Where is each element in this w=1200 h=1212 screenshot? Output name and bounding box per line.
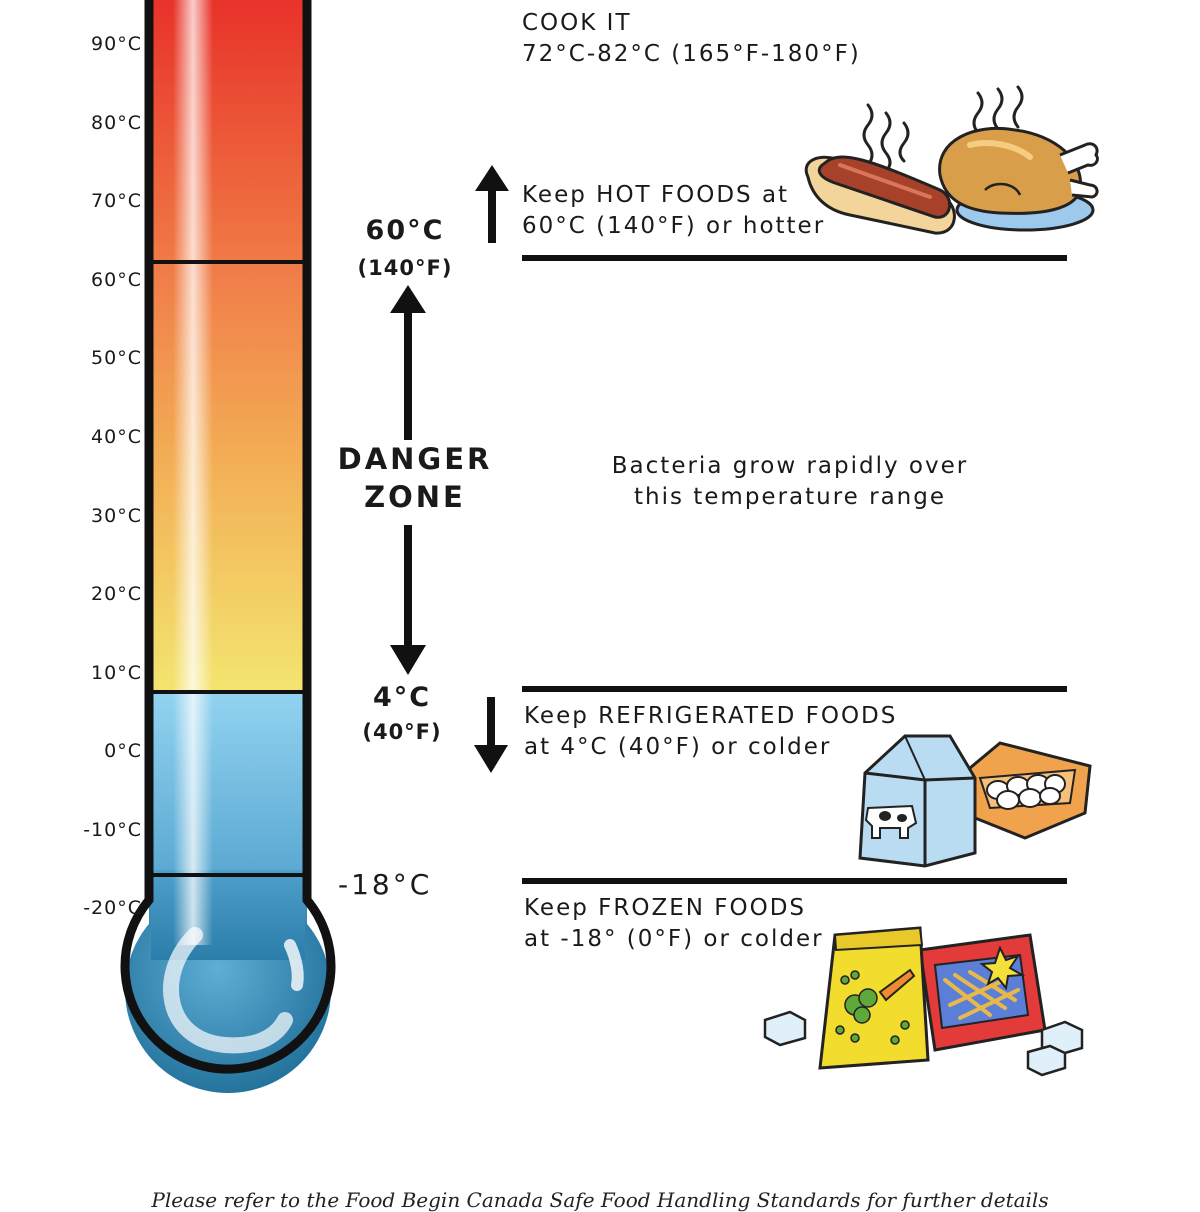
cold-section bbox=[149, 692, 307, 875]
fridge-divider bbox=[522, 686, 1067, 692]
refrigerated-line1: Keep REFRIGERATED FOODS bbox=[524, 703, 898, 729]
tick-label: 20°C bbox=[91, 583, 142, 605]
frozen-line2: at -18° (0°F) or colder bbox=[524, 926, 824, 952]
refrigerated-foods-label: Keep REFRIGERATED FOODS at 4°C (40°F) or… bbox=[524, 701, 897, 763]
roast-chicken-icon bbox=[938, 127, 1099, 232]
danger-zone-line2: ZONE bbox=[364, 480, 466, 514]
milk-carton-icon bbox=[858, 734, 977, 868]
hot-food-illustration bbox=[804, 85, 1099, 235]
tick-label: 10°C bbox=[91, 662, 142, 684]
cook-it-title: COOK IT bbox=[522, 10, 632, 36]
tick-label: 90°C bbox=[91, 33, 142, 55]
frozen-food-illustration bbox=[763, 926, 1084, 1077]
hot-foods-line1: Keep HOT FOODS at bbox=[522, 182, 790, 208]
cook-it-label: COOK IT 72°C-82°C (165°F-180°F) bbox=[522, 8, 861, 70]
tick-label: 30°C bbox=[91, 505, 142, 527]
footer-note: Please refer to the Food Begin Canada Sa… bbox=[151, 1188, 1049, 1212]
hot-divider bbox=[522, 255, 1067, 261]
frozen-line1: Keep FROZEN FOODS bbox=[524, 895, 807, 921]
danger-zone-arrow-down-icon bbox=[390, 525, 426, 675]
tick-label: -10°C bbox=[83, 819, 142, 841]
egg-carton-icon bbox=[968, 741, 1092, 840]
danger-zone-line1: DANGER bbox=[337, 442, 493, 476]
tick-label: -20°C bbox=[83, 897, 142, 919]
hotdog-icon bbox=[804, 155, 956, 235]
hot-foods-label: Keep HOT FOODS at 60°C (140°F) or hotter bbox=[522, 180, 825, 242]
tick-label: 40°C bbox=[91, 426, 142, 448]
tick-label: 50°C bbox=[91, 347, 142, 369]
frozen-foods-label: Keep FROZEN FOODS at -18° (0°F) or colde… bbox=[524, 893, 824, 955]
thermometer bbox=[120, 0, 336, 1093]
tick-label: 70°C bbox=[91, 190, 142, 212]
frozen-vegetables-bag-icon bbox=[818, 926, 930, 1070]
frozen-threshold-celsius: -18°C bbox=[338, 868, 433, 901]
hot-arrow-up-icon bbox=[475, 165, 509, 243]
hot-section bbox=[149, 0, 307, 262]
cold-arrow-down-icon bbox=[474, 697, 508, 773]
bacteria-note: Bacteria grow rapidly over this temperat… bbox=[560, 451, 1020, 513]
tick-label: 0°C bbox=[104, 740, 142, 762]
hot-threshold-celsius: 60°C bbox=[365, 215, 445, 246]
cook-it-range: 72°C-82°C (165°F-180°F) bbox=[522, 41, 861, 67]
frozen-divider bbox=[522, 878, 1067, 884]
hot-threshold-fahrenheit: (140°F) bbox=[357, 256, 453, 280]
cold-threshold-celsius: 4°C bbox=[372, 682, 432, 713]
danger-zone-arrow-up-icon bbox=[390, 285, 426, 440]
steam-icon bbox=[862, 85, 1024, 173]
frozen-fries-bag-icon bbox=[918, 933, 1047, 1052]
danger-zone-title: DANGER ZONE bbox=[320, 440, 510, 516]
tick-label: 80°C bbox=[91, 112, 142, 134]
refrigerated-line2: at 4°C (40°F) or colder bbox=[524, 734, 832, 760]
danger-section bbox=[149, 262, 307, 692]
bacteria-line2: this temperature range bbox=[633, 484, 947, 510]
cow-icon bbox=[864, 804, 918, 839]
tick-label: 60°C bbox=[91, 269, 142, 291]
ice-cube-icon bbox=[763, 1010, 1084, 1077]
cold-threshold-fahrenheit: (40°F) bbox=[362, 720, 442, 744]
bacteria-line1: Bacteria grow rapidly over bbox=[611, 453, 969, 479]
hot-foods-line2: 60°C (140°F) or hotter bbox=[522, 213, 826, 239]
refrigerated-food-illustration bbox=[858, 734, 1092, 868]
